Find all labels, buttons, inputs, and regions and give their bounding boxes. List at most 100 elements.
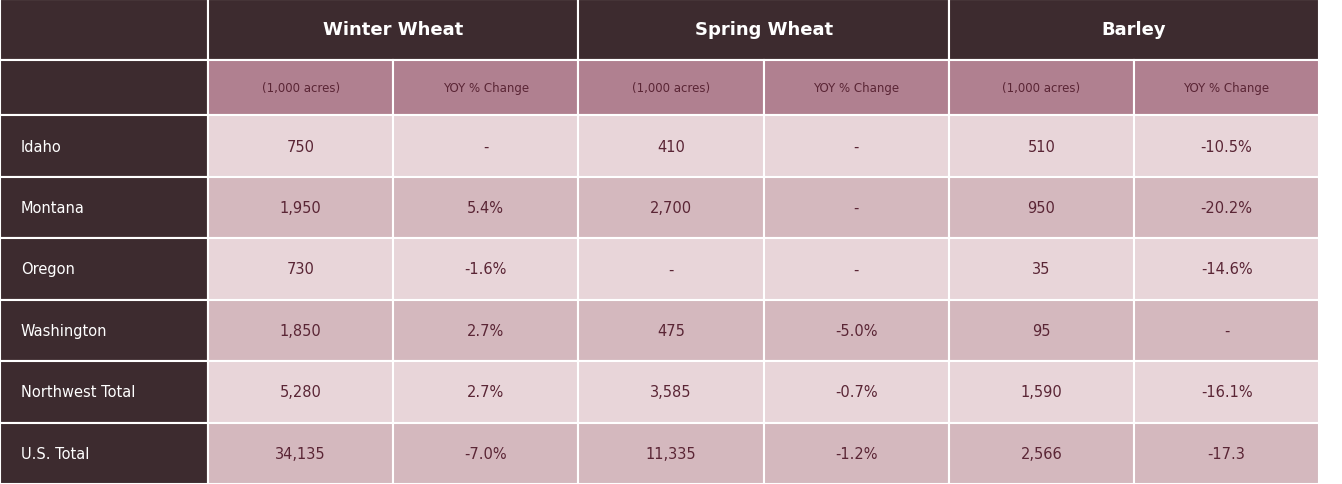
Text: Northwest Total: Northwest Total — [20, 385, 136, 399]
Text: 2,700: 2,700 — [650, 201, 692, 215]
Bar — [1134, 423, 1319, 484]
Text: U.S. Total: U.S. Total — [20, 446, 89, 461]
Bar — [0, 239, 208, 300]
Bar — [578, 362, 764, 423]
Bar — [764, 362, 949, 423]
Bar — [393, 423, 578, 484]
Text: -16.1%: -16.1% — [1201, 385, 1252, 399]
Text: -: - — [668, 262, 674, 277]
Bar — [764, 423, 949, 484]
Text: -14.6%: -14.6% — [1201, 262, 1252, 277]
Bar — [949, 178, 1134, 239]
Bar — [0, 300, 208, 362]
Text: -: - — [483, 139, 488, 154]
Text: 5.4%: 5.4% — [467, 201, 505, 215]
Text: 410: 410 — [658, 139, 684, 154]
Bar — [208, 0, 578, 60]
Text: Idaho: Idaho — [20, 139, 62, 154]
Text: Spring Wheat: Spring Wheat — [695, 21, 832, 39]
Bar — [949, 116, 1134, 178]
Bar — [208, 423, 393, 484]
Bar — [764, 178, 949, 239]
Text: 5,280: 5,280 — [279, 385, 322, 399]
Bar — [949, 239, 1134, 300]
Bar — [949, 300, 1134, 362]
Text: Barley: Barley — [1102, 21, 1166, 39]
Text: -17.3: -17.3 — [1208, 446, 1245, 461]
Bar — [0, 362, 208, 423]
Bar — [393, 300, 578, 362]
Bar — [393, 116, 578, 178]
Bar — [208, 239, 393, 300]
Bar — [208, 178, 393, 239]
Text: 730: 730 — [287, 262, 314, 277]
Text: (1,000 acres): (1,000 acres) — [1002, 82, 1080, 95]
Bar — [0, 60, 208, 116]
Text: -5.0%: -5.0% — [835, 323, 878, 338]
Text: Winter Wheat: Winter Wheat — [323, 21, 463, 39]
Text: YOY % Change: YOY % Change — [813, 82, 899, 95]
Bar — [764, 300, 949, 362]
Text: 35: 35 — [1032, 262, 1051, 277]
Bar — [1134, 300, 1319, 362]
Text: 34,135: 34,135 — [275, 446, 326, 461]
Text: -1.2%: -1.2% — [835, 446, 878, 461]
Bar — [0, 178, 208, 239]
Text: Oregon: Oregon — [20, 262, 75, 277]
Text: 1,590: 1,590 — [1020, 385, 1063, 399]
Text: -: - — [854, 262, 859, 277]
Text: 1,850: 1,850 — [279, 323, 322, 338]
Bar — [949, 0, 1319, 60]
Text: -: - — [854, 139, 859, 154]
Bar — [764, 239, 949, 300]
Bar — [764, 60, 949, 116]
Text: 2.7%: 2.7% — [467, 385, 505, 399]
Text: 3,585: 3,585 — [651, 385, 691, 399]
Text: 2,566: 2,566 — [1020, 446, 1063, 461]
Bar — [0, 423, 208, 484]
Bar — [578, 60, 764, 116]
Bar — [208, 300, 393, 362]
Text: -: - — [1224, 323, 1229, 338]
Bar — [949, 362, 1134, 423]
Bar — [1134, 178, 1319, 239]
Bar — [0, 116, 208, 178]
Bar — [578, 0, 949, 60]
Text: YOY % Change: YOY % Change — [1184, 82, 1270, 95]
Bar — [393, 239, 578, 300]
Bar — [1134, 60, 1319, 116]
Bar — [208, 116, 393, 178]
Text: 750: 750 — [287, 139, 314, 154]
Text: -0.7%: -0.7% — [835, 385, 878, 399]
Text: 2.7%: 2.7% — [467, 323, 505, 338]
Bar — [393, 60, 578, 116]
Text: -20.2%: -20.2% — [1201, 201, 1252, 215]
Text: -7.0%: -7.0% — [464, 446, 507, 461]
Bar — [1134, 239, 1319, 300]
Text: 95: 95 — [1032, 323, 1051, 338]
Bar — [0, 0, 208, 60]
Bar — [1134, 362, 1319, 423]
Bar — [578, 116, 764, 178]
Bar — [393, 362, 578, 423]
Bar — [949, 423, 1134, 484]
Bar — [393, 178, 578, 239]
Bar — [578, 423, 764, 484]
Text: 510: 510 — [1028, 139, 1055, 154]
Text: 11,335: 11,335 — [646, 446, 696, 461]
Bar — [949, 60, 1134, 116]
Bar — [208, 60, 393, 116]
Text: YOY % Change: YOY % Change — [443, 82, 529, 95]
Text: 475: 475 — [658, 323, 684, 338]
Text: 1,950: 1,950 — [279, 201, 322, 215]
Text: (1,000 acres): (1,000 acres) — [632, 82, 710, 95]
Text: -1.6%: -1.6% — [464, 262, 507, 277]
Bar — [578, 239, 764, 300]
Bar — [1134, 116, 1319, 178]
Text: -10.5%: -10.5% — [1201, 139, 1252, 154]
Bar — [578, 300, 764, 362]
Text: Montana: Montana — [20, 201, 85, 215]
Text: (1,000 acres): (1,000 acres) — [262, 82, 340, 95]
Bar — [578, 178, 764, 239]
Text: -: - — [854, 201, 859, 215]
